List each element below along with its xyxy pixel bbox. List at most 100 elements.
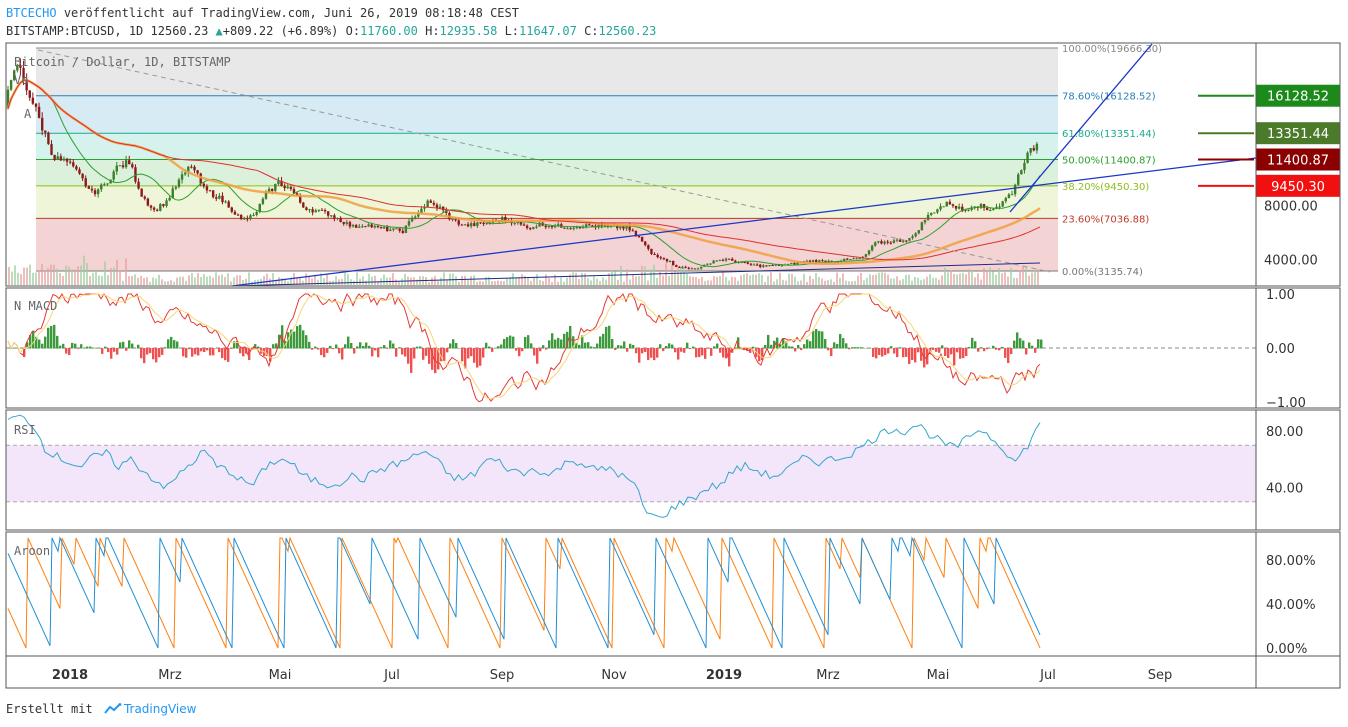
candle-body <box>81 173 84 179</box>
volume-bar <box>473 275 475 285</box>
macd-bar <box>47 327 50 349</box>
volume-bar <box>335 276 337 285</box>
x-tick-label: Jul <box>1039 668 1056 683</box>
volume-bar <box>881 272 883 285</box>
volume-bar <box>584 273 586 285</box>
macd-signal-line <box>7 293 1041 400</box>
volume-bar <box>629 279 631 285</box>
volume-bar <box>197 273 199 285</box>
candle-body <box>398 228 401 231</box>
volume-bar <box>998 267 1000 285</box>
candle-body <box>964 209 967 212</box>
volume-bar <box>392 273 394 285</box>
macd-bar <box>224 348 227 361</box>
high-value: 12935.58 <box>439 24 498 38</box>
volume-bar <box>464 275 466 285</box>
macd-bar <box>326 348 329 353</box>
macd-bar <box>32 330 35 349</box>
macd-bar <box>167 339 170 349</box>
macd-bar <box>443 348 446 362</box>
candle-body <box>998 206 1001 208</box>
candle-body <box>22 67 25 80</box>
aroon-up-line <box>7 536 1041 649</box>
candle-body <box>314 210 317 213</box>
macd-bar <box>920 348 923 361</box>
volume-bar <box>959 273 961 285</box>
volume-bar <box>863 280 865 285</box>
macd-bar <box>563 333 566 349</box>
volume-bar <box>551 281 553 285</box>
candle-body <box>808 260 812 262</box>
macd-bar <box>398 347 401 349</box>
macd-bar <box>233 341 236 349</box>
volume-bar <box>923 279 925 285</box>
macd-bar <box>686 342 689 349</box>
macd-bar <box>50 326 53 349</box>
candle-body <box>382 227 386 229</box>
macd-bar <box>11 348 14 349</box>
candle-body <box>731 258 734 261</box>
macd-bar <box>572 336 575 349</box>
macd-bar <box>770 344 773 349</box>
candle-body <box>13 70 16 81</box>
aroon-y-tick: 80.00% <box>1266 554 1316 569</box>
macd-bar <box>941 345 944 349</box>
volume-bar <box>1025 267 1027 285</box>
volume-bar <box>26 267 28 285</box>
candle-body <box>1001 201 1004 207</box>
candle-body <box>721 259 725 261</box>
macd-bar <box>338 348 341 354</box>
macd-bar <box>485 342 488 349</box>
macd-bar <box>281 325 284 349</box>
volume-bar <box>8 267 10 285</box>
macd-bar <box>104 346 107 349</box>
candle-body <box>243 218 246 220</box>
publisher-name[interactable]: BTCECHO <box>6 6 57 20</box>
macd-bar <box>65 348 68 354</box>
volume-bar <box>323 278 325 285</box>
macd-bar <box>140 348 143 359</box>
macd-bar <box>647 348 650 360</box>
candle-body <box>323 210 327 212</box>
volume-bar <box>428 281 430 285</box>
volume-bar <box>752 274 754 285</box>
volume-bar <box>890 278 892 285</box>
macd-bar <box>842 338 845 349</box>
candle-body <box>286 186 289 189</box>
macd-bar <box>1010 348 1013 355</box>
volume-bar <box>272 273 274 285</box>
candle-body <box>109 179 112 184</box>
macd-bar <box>605 326 608 349</box>
volume-bar <box>95 269 97 285</box>
macd-bar <box>953 348 956 366</box>
candle-body <box>143 196 146 199</box>
candle-body <box>603 225 607 227</box>
candle-body <box>634 230 638 236</box>
candle-body <box>358 226 361 228</box>
macd-bar <box>155 348 158 363</box>
candle-body <box>547 225 551 228</box>
macd-bar <box>818 330 821 349</box>
macd-bar <box>164 347 167 349</box>
candle-body <box>233 211 237 215</box>
candle-body <box>1013 184 1017 195</box>
macd-bar <box>479 348 482 366</box>
macd-bar <box>998 348 1001 351</box>
candle-body <box>59 156 63 161</box>
candle-body <box>755 264 759 266</box>
candle-body <box>6 89 10 109</box>
candle-body <box>584 224 588 228</box>
candle-body <box>78 169 81 174</box>
price-marker-label: 13351.44 <box>1267 127 1329 142</box>
candle-body <box>227 201 230 208</box>
macd-bar <box>317 348 320 350</box>
chart-canvas[interactable]: 100.00%(19666.30) 78.60%(16128.52) 61.80%(… <box>0 0 1348 700</box>
macd-bar <box>938 348 941 353</box>
candle-body <box>174 186 178 189</box>
candle-body <box>867 250 871 255</box>
macd-bar <box>359 342 362 349</box>
candle-body <box>445 210 448 213</box>
macd-bar <box>44 336 47 349</box>
volume-bar <box>164 281 166 285</box>
tradingview-brand[interactable]: TradingView <box>123 702 197 716</box>
